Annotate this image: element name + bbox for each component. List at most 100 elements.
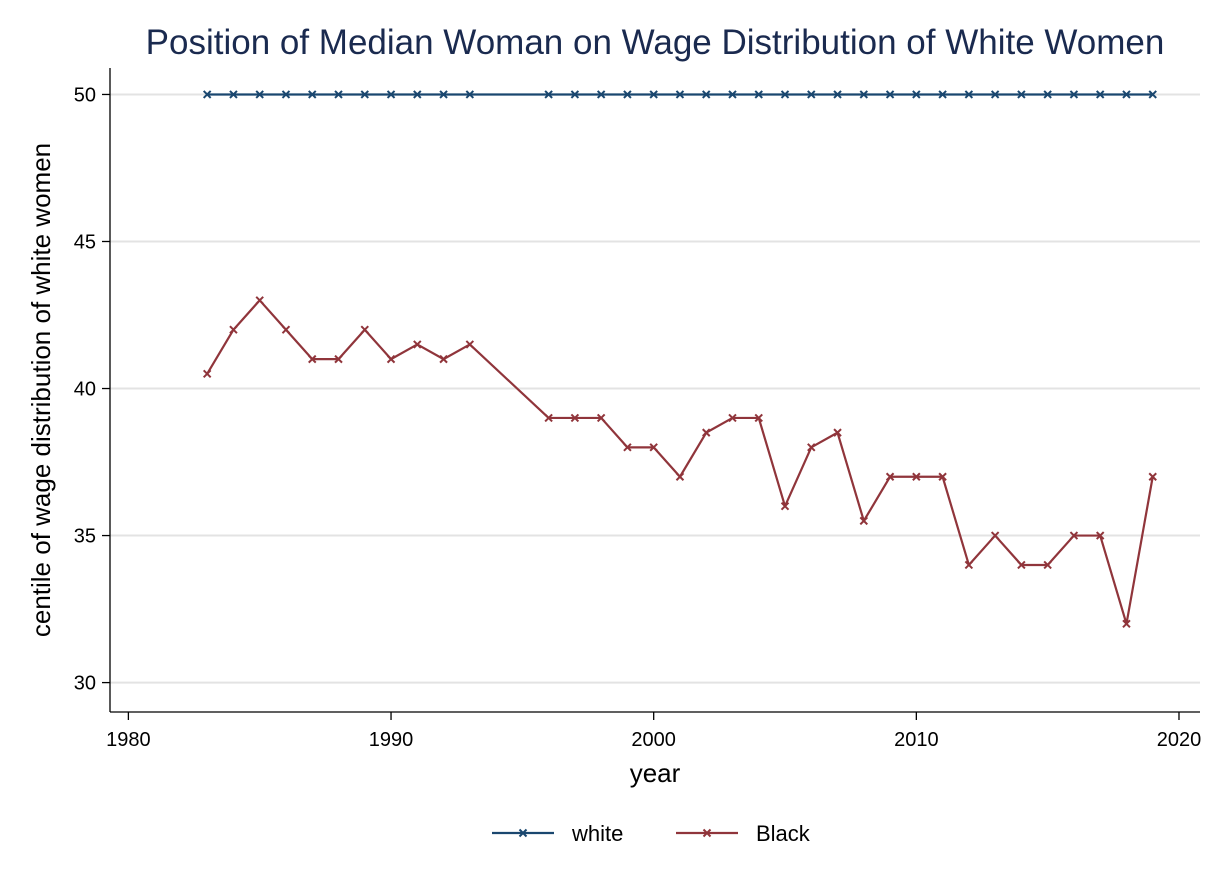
chart-title: Position of Median Woman on Wage Distrib… [146, 23, 1165, 62]
data-point [1069, 90, 1079, 99]
data-point [1043, 90, 1052, 99]
data-point [675, 472, 685, 481]
data-point [281, 325, 291, 334]
data-point [1095, 531, 1105, 540]
data-point [728, 90, 737, 99]
data-point [386, 90, 396, 99]
data-point [544, 413, 553, 423]
x-tick-label: 2000 [631, 729, 676, 751]
data-point [413, 90, 422, 99]
data-point [386, 354, 396, 364]
x-axis-title: year [630, 758, 681, 788]
data-point [990, 90, 1000, 99]
data-point [596, 90, 606, 99]
data-point [413, 340, 422, 349]
data-point [360, 90, 369, 99]
legend-label: white [571, 821, 623, 846]
data-point [649, 90, 658, 99]
series-line-black [206, 299, 1154, 625]
x-tick-label: 1990 [369, 729, 414, 751]
data-point [229, 90, 238, 99]
data-point [255, 296, 264, 305]
axes [109, 68, 1200, 713]
data-point [334, 354, 343, 364]
gridlines [110, 93, 1200, 684]
y-tick-label: 35 [74, 526, 96, 548]
data-point [702, 90, 711, 99]
data-point [623, 443, 632, 452]
series [202, 90, 1157, 628]
data-point [1148, 472, 1157, 481]
data-point [308, 90, 317, 99]
data-point [334, 90, 343, 99]
data-point [1095, 90, 1105, 99]
x-tick-label: 2020 [1157, 729, 1202, 751]
data-point [623, 90, 632, 99]
data-point [1122, 90, 1131, 99]
data-point [859, 90, 869, 99]
data-point [964, 560, 974, 570]
y-tick-label: 45 [74, 231, 96, 253]
data-point [1043, 560, 1052, 570]
data-point [255, 90, 264, 99]
data-point [780, 90, 790, 99]
legend-item-white: white [492, 821, 623, 846]
data-point [885, 90, 895, 99]
data-point [990, 531, 1000, 540]
data-point [1148, 90, 1157, 99]
data-point [912, 90, 921, 99]
data-point [885, 472, 895, 481]
data-point [964, 90, 974, 99]
series-black [202, 296, 1157, 628]
data-point [833, 428, 842, 437]
data-point [912, 472, 921, 481]
data-point [702, 428, 711, 437]
data-point [308, 354, 317, 364]
data-point [649, 443, 658, 452]
data-point [439, 354, 448, 364]
legend-label: Black [756, 821, 811, 846]
y-axis-title: centile of wage distribution of white wo… [26, 143, 56, 637]
legend: white Black [492, 821, 811, 846]
legend-item-black: Black [676, 821, 811, 846]
x-axis-ticks: 1980 1990 2000 2010 2020 [106, 712, 1201, 751]
x-tick-label: 1980 [106, 729, 151, 751]
y-tick-label: 50 [74, 84, 96, 106]
data-point [544, 90, 553, 99]
series-white [202, 90, 1157, 99]
data-point [1017, 560, 1026, 570]
data-point [360, 325, 369, 334]
x-tick-label: 2010 [894, 729, 939, 751]
data-point [465, 340, 475, 349]
y-axis-ticks: 30 35 40 45 50 [74, 84, 110, 695]
y-tick-label: 40 [74, 379, 96, 401]
data-point [202, 90, 212, 99]
data-point [754, 90, 763, 99]
data-point [570, 413, 580, 423]
data-point [807, 90, 816, 99]
data-point [859, 516, 869, 526]
data-point [728, 413, 737, 423]
data-point [439, 90, 448, 99]
data-point [807, 443, 816, 452]
data-point [754, 413, 763, 423]
data-point [938, 90, 947, 99]
data-point [675, 90, 685, 99]
y-tick-label: 30 [74, 673, 96, 695]
data-point [833, 90, 842, 99]
data-point [596, 413, 606, 423]
data-point [202, 369, 212, 379]
data-point [1069, 531, 1079, 540]
legend-marker [518, 828, 528, 838]
data-point [938, 472, 947, 481]
legend-marker [702, 828, 712, 838]
data-point [780, 501, 790, 511]
data-point [465, 90, 475, 99]
data-point [1017, 90, 1026, 99]
data-point [281, 90, 291, 99]
data-point [1122, 619, 1131, 628]
data-point [570, 90, 580, 99]
data-point [229, 325, 238, 334]
